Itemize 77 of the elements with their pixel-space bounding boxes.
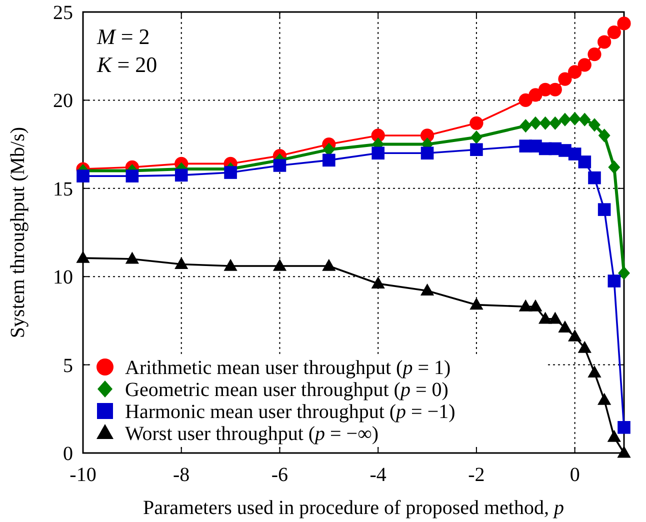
x-tick-label: -2 — [468, 464, 485, 486]
point — [598, 35, 612, 49]
y-tick-label: 15 — [53, 178, 73, 200]
point — [568, 329, 582, 342]
point — [617, 16, 631, 30]
y-tick-label: 5 — [63, 354, 73, 377]
point — [372, 146, 384, 160]
legend-label: Geometric mean user throughput (p = 0) — [125, 379, 448, 401]
point — [558, 320, 572, 333]
legend-label: Arithmetic mean user throughput (p = 1) — [125, 357, 451, 379]
point — [174, 168, 188, 182]
point — [528, 88, 542, 102]
point — [528, 299, 542, 312]
point — [539, 116, 552, 130]
point — [578, 340, 592, 353]
point — [518, 93, 532, 107]
point — [578, 112, 591, 126]
point — [272, 258, 287, 271]
point — [126, 170, 139, 182]
point — [549, 116, 562, 130]
annotation: M = 2 — [96, 24, 150, 49]
point — [322, 258, 336, 271]
point — [568, 112, 581, 126]
point — [125, 252, 139, 264]
point — [558, 112, 571, 126]
point — [529, 116, 542, 130]
y-tick-label: 10 — [53, 266, 73, 289]
point — [568, 148, 582, 160]
point — [607, 25, 621, 40]
point — [548, 82, 562, 96]
x-tick-label: 0 — [570, 464, 580, 486]
point — [470, 116, 484, 130]
point — [598, 392, 612, 405]
y-tick-label: 0 — [63, 443, 73, 465]
x-tick-label: -6 — [271, 464, 288, 486]
point — [273, 159, 286, 172]
point — [607, 430, 621, 442]
x-tick-label: -8 — [173, 464, 190, 486]
legend-label: Harmonic mean user throughput (p = −1) — [125, 401, 456, 423]
point — [558, 72, 572, 86]
x-axis-title: Parameters used in procedure of proposed method, p — [143, 497, 564, 519]
point — [608, 274, 621, 288]
point — [470, 143, 483, 156]
point — [548, 312, 562, 324]
point — [470, 298, 484, 310]
y-tick-label: 20 — [53, 90, 73, 112]
point — [420, 284, 434, 296]
point — [322, 154, 336, 167]
x-tick-label: -4 — [370, 464, 386, 486]
x-tick-label: -10 — [70, 464, 96, 486]
point — [588, 171, 601, 184]
point — [470, 130, 482, 144]
point — [518, 299, 532, 312]
point — [76, 170, 90, 182]
point — [76, 250, 90, 263]
point — [618, 266, 630, 280]
point — [608, 160, 620, 174]
point — [588, 118, 600, 132]
point — [588, 48, 602, 62]
point — [598, 128, 610, 142]
point — [598, 203, 611, 216]
point — [174, 257, 188, 270]
point — [224, 166, 237, 179]
point — [371, 276, 385, 288]
point — [568, 65, 582, 79]
legend-label: Worst user throughput (p = −∞) — [125, 423, 379, 445]
point — [578, 156, 592, 168]
point — [420, 146, 434, 160]
point — [224, 258, 238, 271]
y-tick-label: 25 — [53, 2, 73, 24]
point — [520, 118, 532, 133]
point — [618, 421, 630, 434]
annotation: K = 20 — [96, 52, 158, 77]
point — [578, 58, 592, 72]
point — [617, 446, 631, 458]
y-axis-title: System throughput (Mb/s) — [7, 126, 29, 338]
point — [588, 366, 602, 378]
